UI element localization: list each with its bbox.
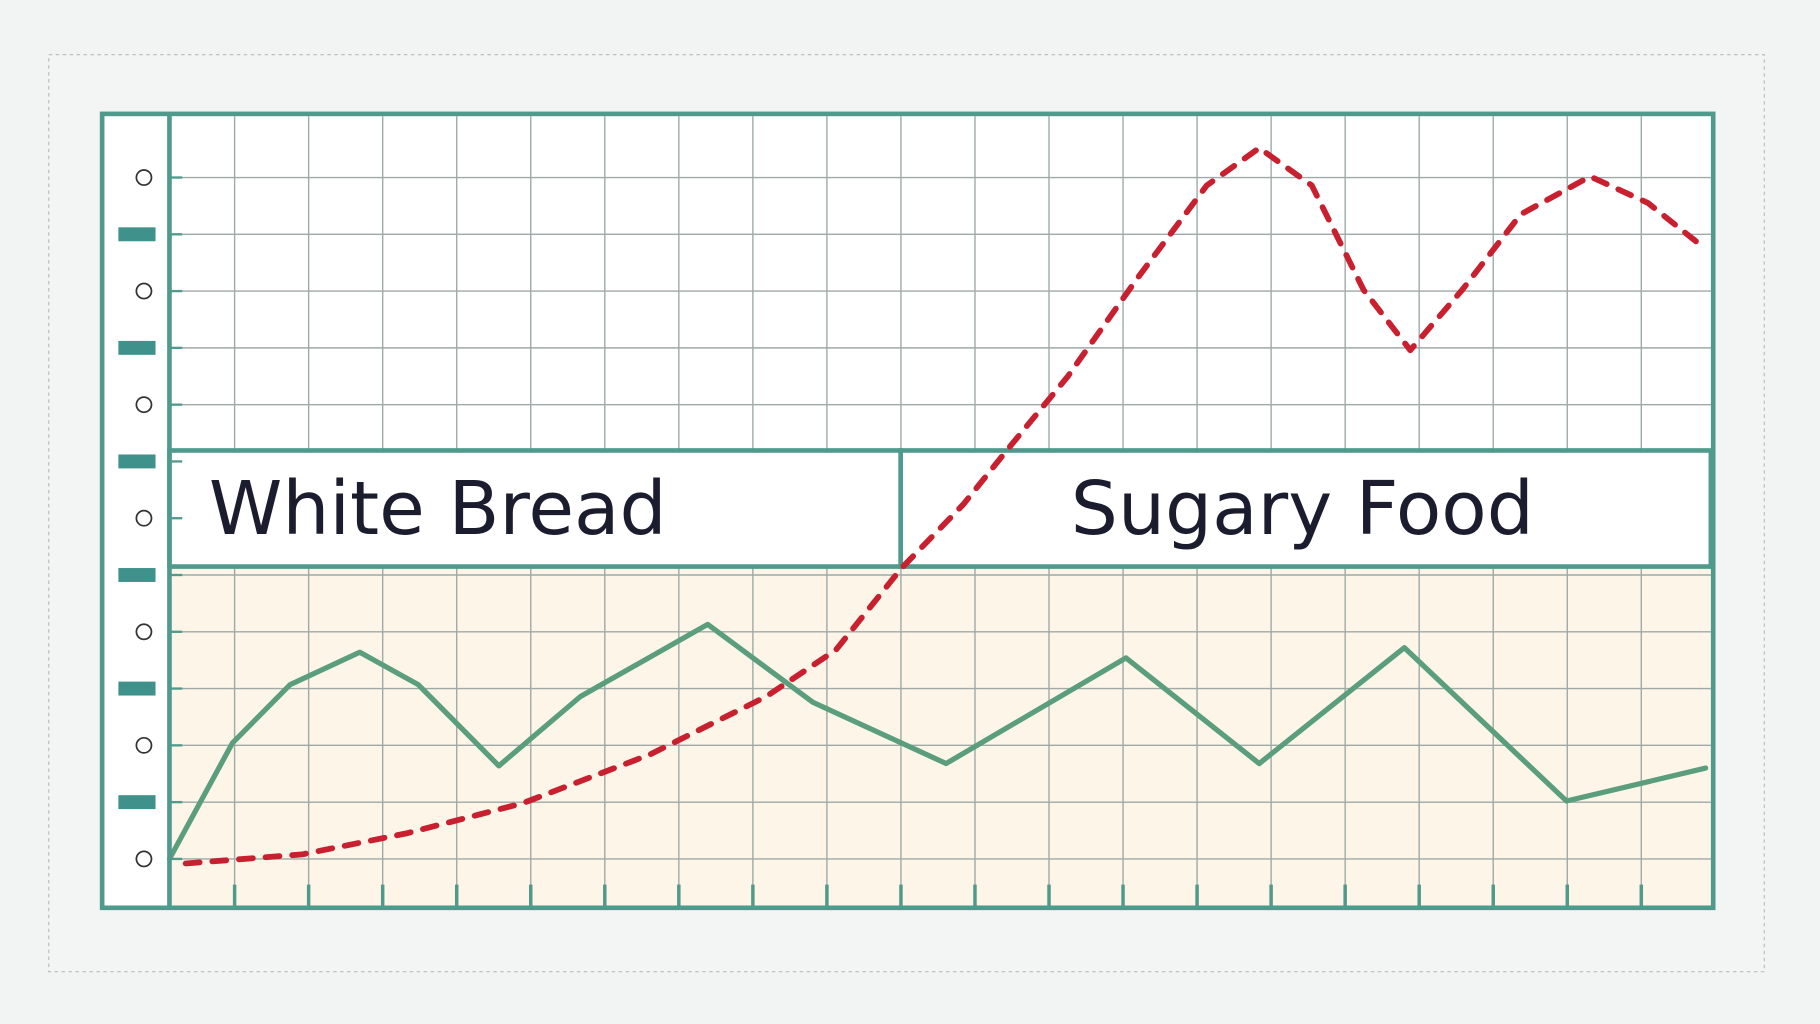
y-tick-marker: [118, 681, 156, 696]
y-tick-marker: [118, 340, 156, 355]
y-tick-marker: [135, 623, 153, 641]
plot-lines: [166, 145, 1709, 867]
y-tick-marker: [135, 509, 153, 527]
y-tick-marker: [118, 568, 156, 582]
legend-label: White Bread: [209, 465, 667, 552]
y-tick-marker: [135, 736, 153, 754]
y-tick-marker: [135, 282, 153, 300]
y-tick-marker: [118, 454, 156, 469]
legend-label: Sugary Food: [1071, 465, 1534, 552]
label-box: [167, 448, 904, 569]
y-tick-marker: [135, 850, 153, 868]
label-band: White Bread Sugary Food: [167, 448, 1714, 569]
series-line: [182, 145, 1709, 867]
series-line: [166, 621, 1709, 862]
y-tick-marker: [118, 795, 156, 810]
y-tick-marker: [118, 227, 156, 242]
chart-border: [99, 111, 1716, 911]
axes: [118, 169, 1644, 906]
y-tick-marker: [135, 396, 153, 414]
lower-band: [169, 568, 1711, 906]
label-box: [898, 448, 1714, 569]
y-tick-marker: [135, 169, 153, 186]
